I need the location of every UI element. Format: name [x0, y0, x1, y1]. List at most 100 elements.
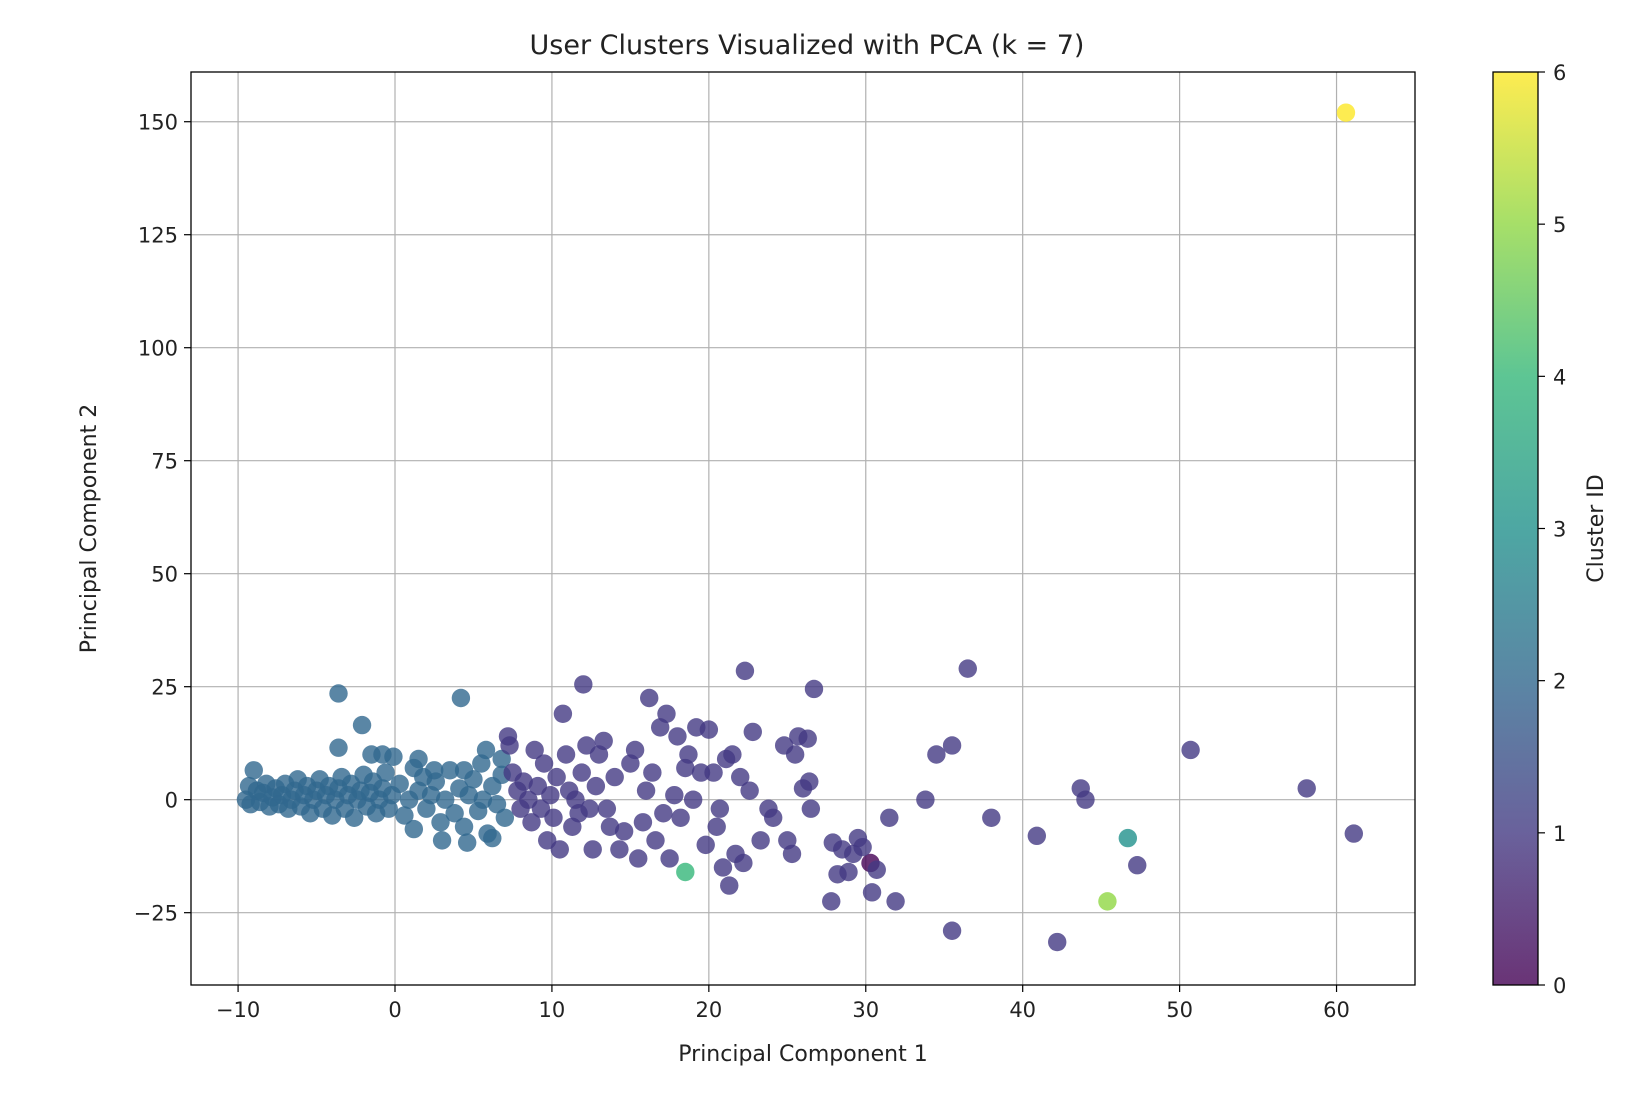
data-point [345, 808, 364, 827]
data-point [610, 840, 629, 859]
data-point [696, 835, 715, 855]
data-point [431, 813, 450, 832]
data-point [710, 799, 730, 818]
data-point [707, 817, 726, 837]
data-point [1336, 103, 1356, 122]
data-point [886, 892, 905, 911]
data-point [660, 849, 679, 868]
data-point [556, 745, 576, 764]
data-point [522, 813, 541, 832]
data-point [586, 776, 606, 796]
colorbar-ticks: 0 1 2 3 4 5 6 [1538, 61, 1566, 998]
colorbar-tick-label: 5 [1553, 213, 1566, 237]
data-point [597, 799, 617, 818]
x-tick-label: 40 [1009, 998, 1036, 1022]
y-tick-label: 75 [151, 450, 178, 474]
data-point [395, 806, 414, 825]
data-point [352, 715, 372, 735]
data-point [472, 754, 491, 773]
data-point [785, 745, 805, 764]
data-point [740, 781, 759, 800]
data-point [541, 785, 560, 805]
data-point [244, 761, 263, 780]
y-axis-label: Principal Component 2 [77, 404, 102, 653]
data-point [459, 785, 478, 805]
data-point [454, 761, 474, 780]
x-tick-label: 30 [852, 998, 879, 1022]
data-point [646, 831, 665, 850]
chart-title: User Clusters Visualized with PCA (k = 7… [530, 30, 1085, 61]
data-point [704, 763, 723, 782]
data-point [487, 795, 507, 814]
data-point [668, 727, 687, 746]
data-point [1118, 828, 1138, 848]
data-point [699, 720, 719, 739]
x-tick-label: −10 [216, 998, 260, 1022]
data-point [1098, 892, 1117, 911]
data-point [1128, 856, 1147, 875]
x-tick-label: 60 [1323, 998, 1350, 1022]
data-point [500, 736, 519, 755]
y-tick-label: 100 [138, 337, 178, 361]
data-point [525, 740, 544, 760]
y-tick-label: 25 [151, 676, 178, 700]
data-point [404, 758, 424, 778]
colorbar-tick-label: 1 [1553, 822, 1566, 846]
data-point [483, 828, 502, 848]
data-point [625, 740, 645, 760]
data-point [916, 790, 935, 809]
data-points [236, 103, 1364, 952]
data-point [583, 840, 602, 859]
data-point [734, 853, 753, 873]
data-point [683, 790, 703, 809]
data-point [679, 745, 698, 764]
data-point [671, 808, 690, 827]
data-point [451, 688, 471, 708]
data-point [867, 860, 886, 879]
colorbar-gradient [1493, 72, 1538, 985]
data-point [665, 785, 684, 805]
data-point [862, 883, 882, 902]
data-point [436, 790, 455, 809]
data-point [440, 761, 460, 780]
data-point [801, 799, 821, 818]
data-point [384, 747, 403, 766]
colorbar-tick-label: 2 [1553, 670, 1566, 694]
data-point [1048, 932, 1067, 952]
data-point [782, 844, 802, 864]
data-point [942, 921, 962, 940]
data-point [713, 858, 733, 877]
x-axis-label: Principal Component 1 [678, 1042, 927, 1067]
data-point [629, 849, 648, 868]
data-point [544, 808, 563, 827]
y-axis-ticks: −25 0 25 50 75 100 125 150 [134, 111, 191, 926]
y-tick-label: 125 [138, 224, 178, 248]
data-point [636, 781, 656, 800]
data-point [553, 704, 573, 724]
colorbar: 0 1 2 3 4 5 6 Cluster ID [1492, 61, 1609, 998]
data-point [643, 763, 662, 782]
colorbar-tick-label: 6 [1553, 61, 1566, 85]
y-tick-label: −25 [134, 902, 178, 926]
data-point [572, 763, 591, 782]
data-point [550, 840, 569, 859]
data-point [1297, 779, 1316, 798]
data-point [1027, 826, 1047, 846]
grid-lines [191, 72, 1415, 985]
y-tick-label: 50 [151, 563, 178, 587]
data-point [982, 808, 1001, 827]
data-point [942, 736, 962, 755]
data-point [853, 837, 872, 857]
data-point [432, 831, 452, 850]
data-point [958, 659, 977, 678]
data-point [495, 808, 515, 827]
x-tick-label: 20 [695, 998, 722, 1022]
colorbar-tick-label: 4 [1553, 365, 1566, 389]
data-point [880, 808, 899, 827]
data-point [804, 679, 824, 699]
x-tick-label: 50 [1166, 998, 1193, 1022]
data-point [657, 704, 676, 724]
data-point [723, 745, 742, 764]
data-point [614, 822, 634, 841]
data-point [600, 817, 620, 837]
